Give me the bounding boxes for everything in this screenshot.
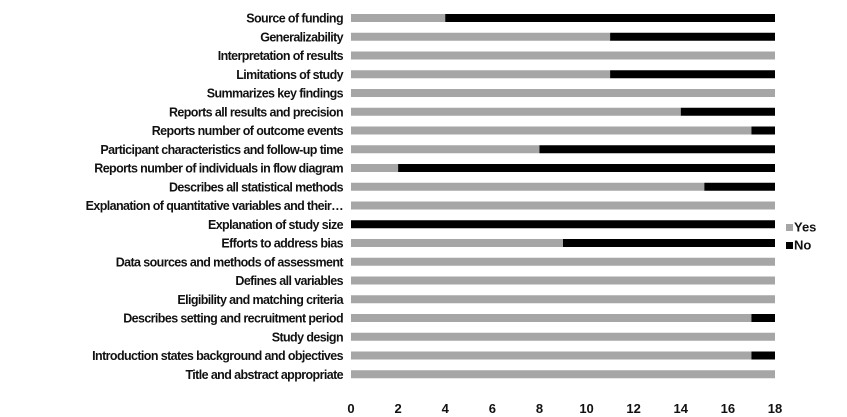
category-label: Generalizability xyxy=(260,30,343,44)
category-label: Eligibility and matching criteria xyxy=(177,293,344,307)
category-labels: Source of funding Generalizability Interpr… xyxy=(86,12,346,382)
bar-yes xyxy=(351,51,775,60)
bar-yes xyxy=(351,257,775,266)
legend-label-yes: Yes xyxy=(794,220,816,235)
x-tick-label: 6 xyxy=(489,401,496,416)
category-label: Efforts to address bias xyxy=(221,237,343,251)
bar-yes xyxy=(351,107,681,116)
bar-yes xyxy=(351,239,563,247)
bar-yes xyxy=(351,70,611,79)
category-label: Study design xyxy=(272,330,343,344)
bar-no xyxy=(610,32,775,41)
bar-no xyxy=(351,220,775,229)
category-label: Defines all variables xyxy=(235,274,343,288)
x-tick-label: 18 xyxy=(768,401,782,416)
bar-no xyxy=(680,107,775,116)
bar-no xyxy=(610,70,775,79)
category-label: Introduction states background and objec… xyxy=(92,349,343,363)
bar-yes xyxy=(351,89,775,97)
bar-no xyxy=(751,351,775,360)
category-label: Reports number of outcome events xyxy=(152,124,344,138)
bar-yes xyxy=(351,201,775,210)
bar-no xyxy=(398,164,775,172)
bar-yes xyxy=(351,370,775,379)
x-tick-label: 14 xyxy=(674,401,689,416)
legend: Yes No xyxy=(786,220,816,253)
x-tick-label: 12 xyxy=(626,401,640,416)
bar-yes xyxy=(351,314,752,322)
bar-yes xyxy=(351,276,775,285)
category-label: Data sources and methods of assessment xyxy=(116,255,345,269)
bar-yes xyxy=(351,145,540,154)
bar-no xyxy=(539,145,775,154)
bar-yes xyxy=(351,295,775,304)
x-tick-label: 8 xyxy=(536,401,543,416)
category-label: Reports all results and precision xyxy=(169,105,343,119)
bar-no xyxy=(563,239,775,247)
bars-group xyxy=(351,14,775,379)
bar-yes xyxy=(351,126,752,135)
category-label: Limitations of study xyxy=(236,68,343,82)
bar-no xyxy=(445,14,775,22)
category-label: Title and abstract appropriate xyxy=(185,368,343,382)
bar-yes xyxy=(351,32,611,41)
category-label: Participant characteristics and follow-u… xyxy=(100,143,343,157)
category-label: Explanation of quantitative variables an… xyxy=(86,199,343,213)
category-label: Describes setting and recruitment period xyxy=(123,312,343,326)
x-tick-label: 16 xyxy=(721,401,735,416)
category-label: Explanation of study size xyxy=(208,218,344,232)
bar-yes xyxy=(351,14,446,22)
bar-yes xyxy=(351,332,775,341)
x-tick-label: 10 xyxy=(579,401,593,416)
x-tick-label: 0 xyxy=(347,401,354,416)
bar-yes xyxy=(351,164,399,172)
bar-yes xyxy=(351,182,705,191)
category-label: Describes all statistical methods xyxy=(169,180,344,194)
category-label: Summarizes key findings xyxy=(207,87,344,101)
x-axis-ticks: 0 2 4 6 8 10 12 14 16 18 xyxy=(347,401,782,416)
category-label: Source of funding xyxy=(246,12,343,26)
category-label: Interpretation of results xyxy=(218,49,344,63)
bar-yes xyxy=(351,351,752,360)
legend-swatch-yes xyxy=(786,224,793,231)
bar-no xyxy=(751,126,775,135)
bar-no xyxy=(751,314,775,322)
legend-swatch-no xyxy=(786,242,793,249)
legend-label-no: No xyxy=(794,238,811,253)
category-label: Reports number of individuals in flow di… xyxy=(94,162,343,176)
x-tick-label: 2 xyxy=(394,401,401,416)
bar-no xyxy=(704,182,775,191)
x-tick-label: 4 xyxy=(442,401,450,416)
